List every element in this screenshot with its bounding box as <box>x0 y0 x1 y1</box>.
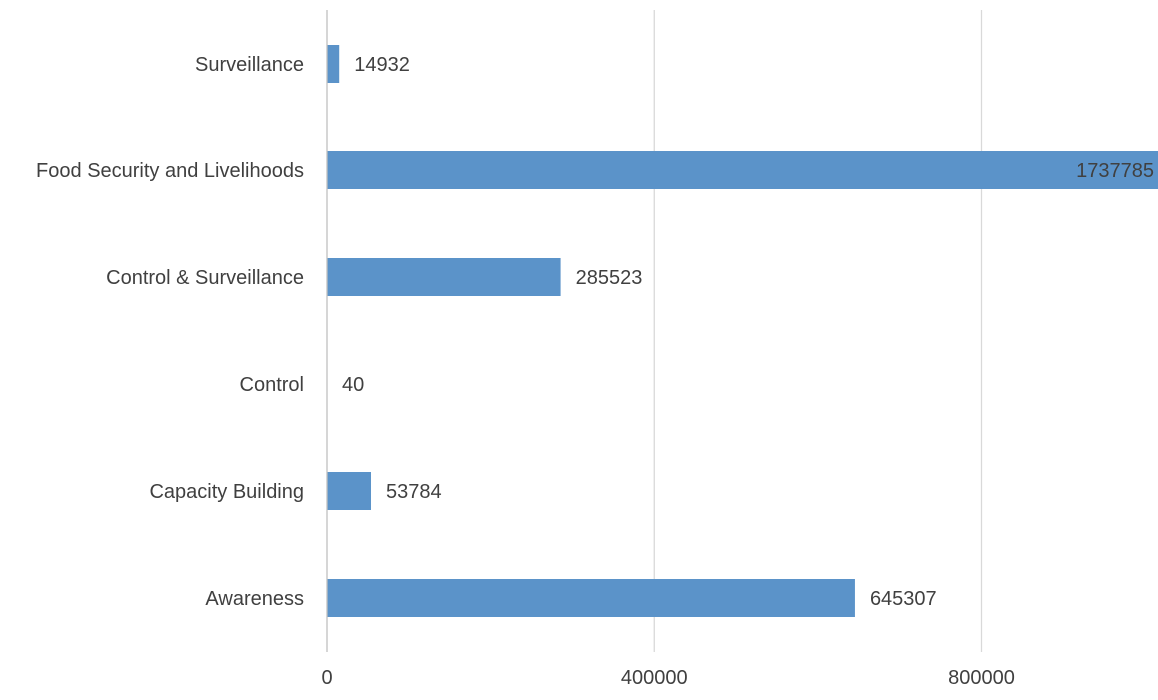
category-label: Surveillance <box>195 54 304 76</box>
bars <box>327 45 1158 617</box>
data-label: 53784 <box>386 481 442 503</box>
category-label: Food Security and Livelihoods <box>36 160 304 182</box>
bar <box>327 472 371 510</box>
bar <box>327 258 561 296</box>
x-tick-label: 0 <box>321 667 332 689</box>
data-label: 1737785 <box>1076 160 1154 182</box>
x-tick-label: 800000 <box>948 667 1015 689</box>
category-label: Control <box>240 374 304 396</box>
category-label: Capacity Building <box>149 481 304 503</box>
data-label: 285523 <box>576 267 643 289</box>
data-label: 645307 <box>870 588 937 610</box>
data-label: 40 <box>342 374 364 396</box>
x-tick-label: 400000 <box>621 667 688 689</box>
x-tick-labels: 040000080000012000001600000 <box>321 667 1158 689</box>
bar <box>327 151 1158 189</box>
category-label: Control & Surveillance <box>106 267 304 289</box>
data-labels: 14932 1737785 285523 40 53784 645307 <box>342 54 1154 610</box>
bar <box>327 45 339 83</box>
category-label: Awareness <box>205 588 304 610</box>
bar <box>327 579 855 617</box>
data-label: 14932 <box>354 54 410 76</box>
gridlines <box>654 10 1158 652</box>
category-labels: Surveillance Food Security and Livelihood… <box>36 54 304 610</box>
